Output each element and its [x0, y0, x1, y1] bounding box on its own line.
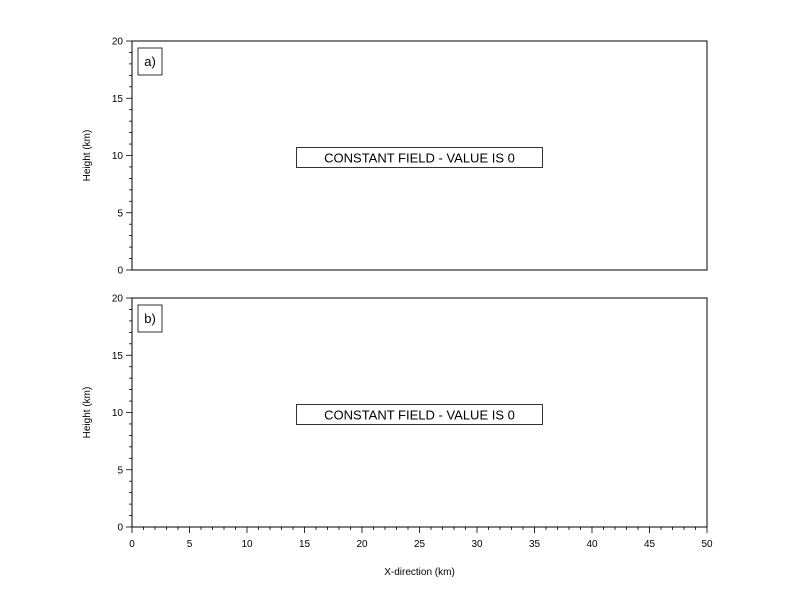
panel-tag-box	[137, 304, 163, 333]
x-tick-label: 15	[299, 539, 311, 550]
y-tick-label: 20	[112, 294, 124, 305]
panel-tag: b)	[144, 311, 156, 326]
x-tick-label: 10	[241, 539, 253, 550]
y-tick-label: 0	[117, 523, 123, 534]
panel-b: 0 5 10 15 20 0 5 10 15 20 25 30 35 40 45 50 Height (km) X…	[82, 294, 713, 579]
y-tick-label: 15	[112, 351, 124, 362]
y-tick-label: 5	[117, 465, 123, 476]
x-tick-label: 50	[701, 539, 713, 550]
constant-field-message: CONSTANT FIELD - VALUE IS 0	[324, 408, 515, 423]
y-tick-label: 20	[112, 37, 124, 48]
x-tick-label: 45	[644, 539, 656, 550]
x-tick-label: 20	[356, 539, 368, 550]
panel-tag-box	[137, 47, 163, 76]
x-tick-label: 35	[529, 539, 541, 550]
x-tick-label: 40	[586, 539, 598, 550]
constant-field-message: CONSTANT FIELD - VALUE IS 0	[324, 151, 515, 166]
x-tick-label: 25	[414, 539, 426, 550]
panel-a: 0 5 10 15 20 Height (km) a) CONSTANT FIELD - VA…	[82, 37, 708, 277]
y-tick-label: 0	[117, 266, 123, 277]
y-tick-label: 10	[112, 151, 124, 162]
constant-field-box	[296, 404, 543, 425]
y-tick-label: 5	[117, 208, 123, 219]
y-tick-label: 10	[112, 408, 124, 419]
panel-tag: a)	[144, 54, 156, 69]
x-axis-title: X-direction (km)	[384, 567, 455, 578]
x-tick-label: 5	[187, 539, 193, 550]
constant-field-box	[296, 147, 543, 168]
y-tick-label: 15	[112, 94, 124, 105]
y-axis-title: Height (km)	[82, 130, 93, 182]
x-tick-label: 0	[129, 539, 135, 550]
x-tick-label: 30	[471, 539, 483, 550]
y-axis-title: Height (km)	[82, 387, 93, 439]
